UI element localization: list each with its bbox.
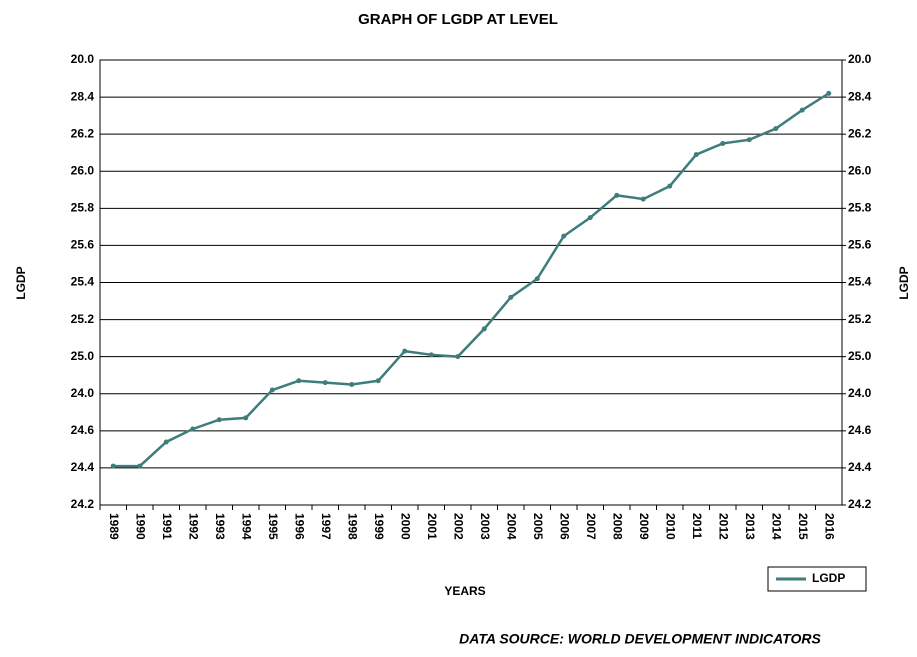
y2-tick-label: 20.0 [848,52,872,66]
y2-tick-label: 24.2 [848,497,872,511]
x-tick-label: 1994 [240,513,254,540]
data-point [322,380,328,386]
y-tick-label: 25.0 [71,349,95,363]
y-tick-label: 25.2 [71,312,95,326]
y-axis-label: LGDP [14,266,28,299]
y2-tick-label: 26.2 [848,126,872,140]
source-note: DATA SOURCE: WORLD DEVELOPMENT INDICATOR… [459,631,821,647]
data-point [720,140,726,146]
y2-tick-label: 25.2 [848,312,872,326]
data-point [349,381,355,387]
x-tick-label: 2010 [664,513,678,540]
y2-tick-label: 24.6 [848,423,872,437]
data-point [190,426,196,432]
y-tick-label: 25.4 [71,275,95,289]
data-point [163,439,169,445]
data-point [269,387,275,393]
x-tick-label: 1993 [213,513,227,540]
x-tick-label: 2013 [743,513,757,540]
x-tick-label: 2008 [611,513,625,540]
x-tick-label: 2004 [505,513,519,540]
x-tick-label: 2009 [637,513,651,540]
y-tick-label: 24.4 [71,460,95,474]
y-tick-label: 26.0 [71,163,95,177]
data-point [137,463,143,469]
x-tick-label: 1996 [293,513,307,540]
data-point [375,378,381,384]
legend-box [767,566,867,592]
data-point [110,463,116,469]
data-point [481,326,487,332]
x-tick-label: 2007 [584,513,598,540]
y2-tick-label: 25.4 [848,275,872,289]
x-tick-label: 2014 [770,513,784,540]
data-point [614,192,620,198]
legend-label: LGDP [812,571,845,585]
y-tick-label: 25.8 [71,201,95,215]
data-point [587,215,593,221]
y2-tick-label: 25.8 [848,201,872,215]
y-tick-label: 28.4 [71,89,95,103]
y-tick-label: 20.0 [71,52,95,66]
y-tick-label: 25.6 [71,238,95,252]
data-point [455,354,461,360]
y2-tick-label: 24.4 [848,460,872,474]
x-tick-label: 2005 [531,513,545,540]
x-tick-label: 1990 [134,513,148,540]
data-point [773,126,779,132]
x-tick-label: 2012 [717,513,731,540]
y2-tick-label: 24.0 [848,386,872,400]
x-tick-label: 2002 [452,513,466,540]
x-tick-label: 1999 [372,513,386,540]
data-point [508,294,514,300]
x-tick-label: 2011 [690,513,704,539]
y-tick-label: 24.2 [71,497,95,511]
data-point [402,348,408,354]
x-tick-label: 1991 [160,513,174,540]
data-point [667,183,673,189]
data-point [746,137,752,143]
y2-tick-label: 25.6 [848,238,872,252]
x-axis-label: YEARS [444,584,485,598]
x-tick-label: 2003 [478,513,492,540]
x-tick-label: 1997 [319,513,333,540]
y-tick-label: 24.0 [71,386,95,400]
y-tick-label: 26.2 [71,126,95,140]
data-point [561,233,567,239]
x-tick-label: 2015 [796,513,810,540]
x-tick-label: 2006 [558,513,572,540]
data-point [243,415,249,421]
y2-tick-label: 26.0 [848,163,872,177]
x-tick-label: 2001 [425,513,439,540]
data-point [296,378,302,384]
data-point [534,276,540,282]
data-point [216,417,222,423]
data-point [826,90,832,96]
y2-tick-label: 28.4 [848,89,872,103]
x-tick-label: 1989 [107,513,121,540]
y2-axis-label: LGDP [897,266,911,299]
data-point [799,107,805,113]
x-tick-label: 1992 [187,513,201,540]
y2-tick-label: 25.0 [848,349,872,363]
data-point [693,152,699,158]
x-tick-label: 2016 [823,513,837,540]
chart-title: GRAPH OF LGDP AT LEVEL [358,11,558,28]
data-point [428,352,434,358]
x-tick-label: 1995 [266,513,280,540]
data-line [113,92,830,468]
x-tick-label: 2000 [399,513,413,540]
x-tick-label: 1998 [346,513,360,540]
y-tick-label: 24.6 [71,423,95,437]
data-point [640,196,646,202]
